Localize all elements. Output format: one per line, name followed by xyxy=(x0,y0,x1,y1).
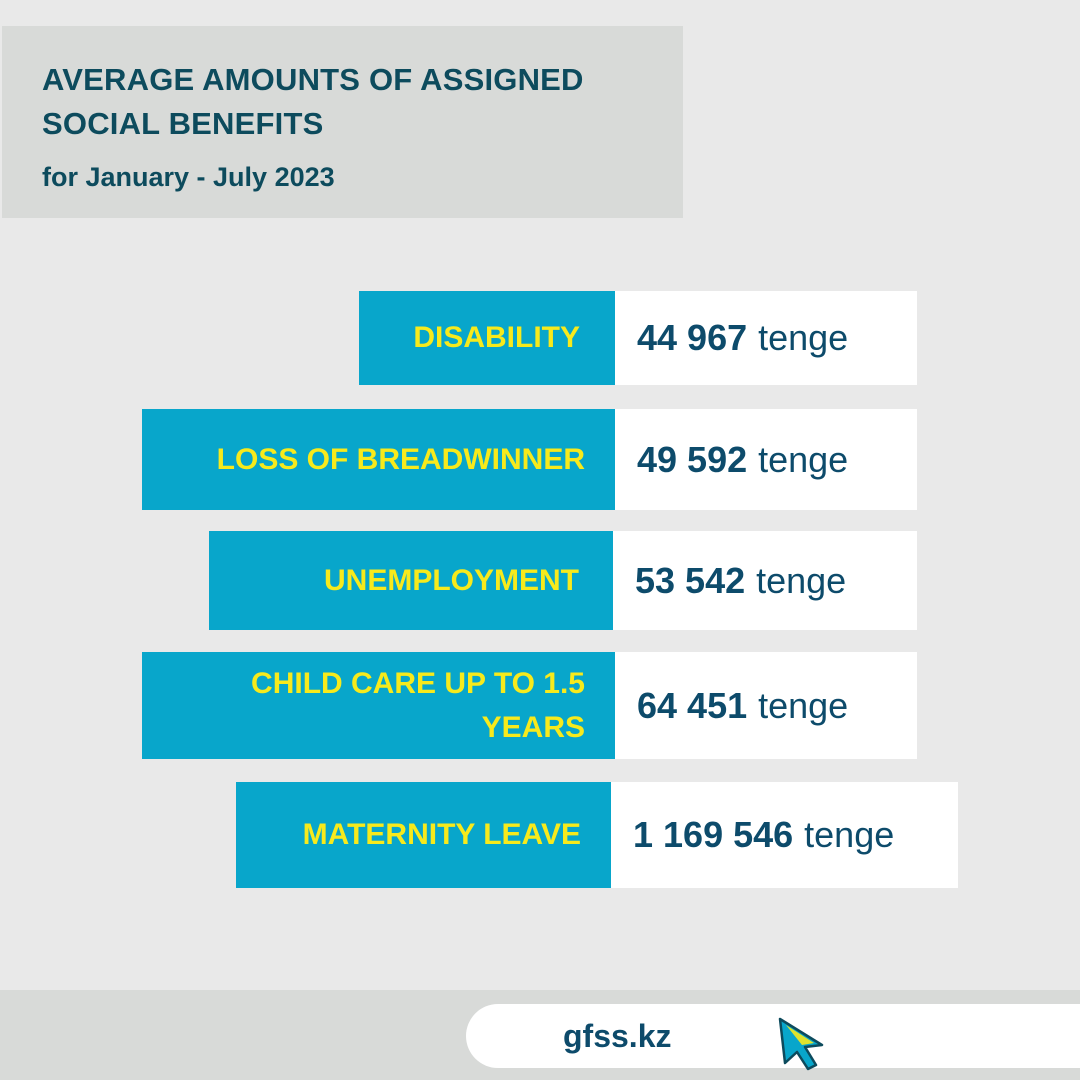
website-link[interactable]: gfss.kz xyxy=(563,1018,672,1054)
benefit-label-box: LOSS OF BREADWINNER xyxy=(142,409,615,510)
benefit-label: MATERNITY LEAVE xyxy=(302,818,581,851)
benefit-label-box: UNEMPLOYMENT xyxy=(209,531,613,630)
benefit-label-box: MATERNITY LEAVE xyxy=(236,782,611,888)
footer-link-pill[interactable] xyxy=(466,1004,1080,1068)
benefit-amount: 44 967 xyxy=(637,317,748,358)
benefit-value-box: 64 451 tenge xyxy=(615,652,917,759)
benefit-unit: tenge xyxy=(804,814,895,855)
benefit-label: LOSS OF BREADWINNER xyxy=(216,442,585,476)
page-subtitle: for January - July 2023 xyxy=(42,162,335,192)
benefit-unit: tenge xyxy=(758,684,849,726)
benefit-label-box: CHILD CARE UP TO 1.5 YEARS xyxy=(142,652,615,759)
benefit-value-box: 49 592 tenge xyxy=(615,409,917,510)
benefit-unit: tenge xyxy=(756,559,847,601)
header-panel xyxy=(2,26,683,218)
benefit-amount: 64 451 xyxy=(637,684,748,726)
page-title: AVERAGE AMOUNTS OF ASSIGNED SOCIAL BENEF… xyxy=(42,62,584,141)
benefit-unit: tenge xyxy=(758,438,849,480)
benefit-unit: tenge xyxy=(758,317,849,358)
cursor-arrow-icon xyxy=(778,1017,824,1071)
benefit-label-box: DISABILITY xyxy=(359,291,615,385)
benefit-label: CHILD CARE UP TO 1.5 YEARS xyxy=(251,666,585,744)
benefit-value-box: 44 967 tenge xyxy=(615,291,917,385)
benefit-amount: 1 169 546 xyxy=(633,814,794,855)
benefit-amount: 53 542 xyxy=(635,559,746,601)
benefit-value-box: 53 542 tenge xyxy=(613,531,917,630)
benefit-value-box: 1 169 546 tenge xyxy=(611,782,958,888)
benefit-amount: 49 592 xyxy=(637,438,748,480)
benefit-label: DISABILITY xyxy=(413,321,580,354)
benefit-label: UNEMPLOYMENT xyxy=(324,563,579,597)
